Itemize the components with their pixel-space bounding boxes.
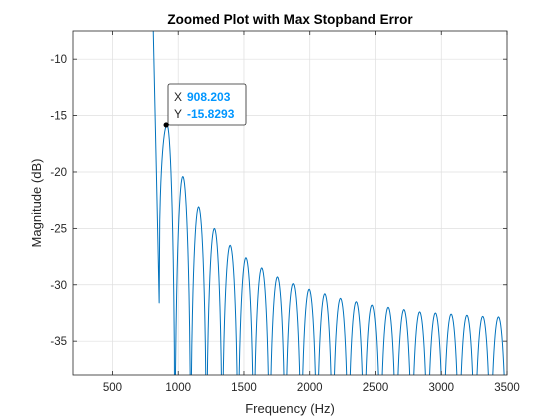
x-tick-label: 3000 [428, 382, 454, 394]
axes-box [72, 30, 508, 376]
y-tick-label: -35 [50, 336, 67, 348]
x-tick-label: 2000 [297, 382, 323, 394]
chart-title: Zoomed Plot with Max Stopband Error [167, 12, 413, 27]
ticks [73, 31, 508, 375]
y-tick-label: -20 [50, 167, 67, 179]
datatip-y-value: -15.8293 [187, 107, 235, 121]
datatip-x-value: 908.203 [187, 90, 231, 104]
y-tick-labels: -35 -30 -25 -20 -15 -10 [50, 54, 67, 348]
x-tick-labels: 500 1000 1500 2000 2500 3000 3500 [103, 382, 520, 394]
x-tick-label: 2500 [363, 382, 389, 394]
plot-area [73, 31, 507, 375]
datatip-marker[interactable] [163, 122, 169, 128]
magnitude-response-line [152, 31, 505, 375]
x-tick-label: 500 [103, 382, 122, 394]
datatip[interactable]: X 908.203 Y -15.8293 [163, 83, 247, 128]
datatip-y-key: Y [174, 107, 182, 121]
y-axis-label: Magnitude (dB) [29, 159, 44, 248]
y-tick-label: -30 [50, 280, 67, 292]
y-tick-label: -25 [50, 223, 67, 235]
datatip-x-key: X [174, 90, 182, 104]
y-tick-label: -15 [50, 111, 67, 123]
datatip-box [167, 83, 247, 126]
y-tick-label: -10 [50, 54, 67, 66]
x-tick-label: 3500 [494, 382, 520, 394]
x-tick-label: 1000 [165, 382, 191, 394]
x-axis-label: Frequency (Hz) [245, 401, 335, 416]
x-tick-label: 1500 [231, 382, 257, 394]
